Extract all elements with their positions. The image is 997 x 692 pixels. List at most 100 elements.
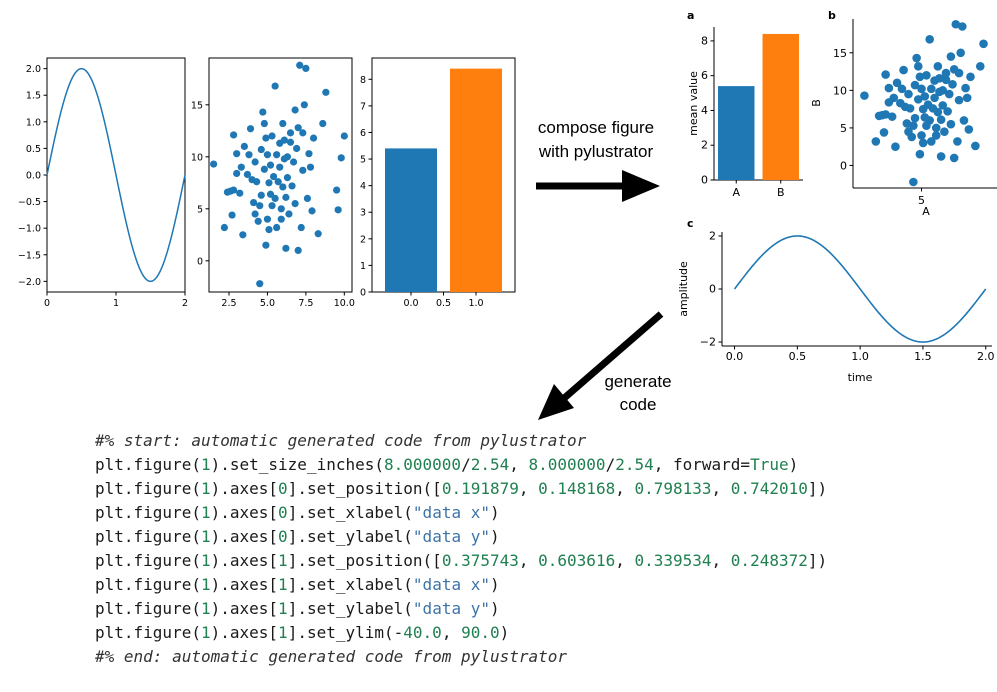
chart-left-line: −2.0 −1.5 −1.0 −0.5 0.0 0.5 1.0 1.5 2.0 0 1 2: [18, 57, 188, 309]
x-tick-label: 2: [182, 298, 188, 309]
scatter-point: [930, 93, 939, 103]
y-tick-label: −2.0: [18, 277, 41, 288]
x-tick-label: 0.5: [436, 298, 451, 309]
code-token-num: 1: [200, 599, 211, 618]
scatter-point: [909, 121, 918, 130]
code-token: ].set_position([: [287, 551, 442, 570]
scatter-point: [263, 215, 272, 223]
chart-panel-c: −2 0 2 0.0 0.5 1.0 1.5 2.0 time amplitude c: [677, 217, 994, 384]
scatter-point: [949, 153, 959, 163]
scatter-point: [979, 39, 988, 49]
scatter-point: [337, 154, 345, 162]
scatter-point: [300, 101, 308, 109]
code-token: ,: [711, 479, 731, 498]
y-axis-label: B: [810, 99, 823, 107]
code-token: plt.figure(: [95, 455, 201, 474]
y-tick-label: 7: [360, 101, 366, 112]
scatter-point: [299, 129, 307, 137]
scatter-point: [884, 83, 894, 93]
y-tick-label: 0: [709, 283, 716, 296]
code-token-num: 1: [278, 551, 288, 570]
code-token-str: "data x": [412, 575, 490, 594]
scatter-point: [933, 62, 943, 71]
scatter-point: [266, 161, 275, 169]
code-token: ).axes[: [210, 479, 279, 498]
code-token: ].set_ylim(-: [287, 623, 404, 642]
code-token: plt.figure(: [95, 623, 201, 642]
scatter-point: [915, 72, 925, 82]
code-token: ].set_xlabel(: [287, 503, 413, 522]
scatter-point: [887, 112, 897, 121]
y-tick-label: 6: [701, 69, 708, 82]
scatter-point: [303, 194, 312, 202]
y-tick-label: −1.5: [18, 250, 41, 261]
code-line: plt.figure(1).axes[1].set_ylim(-40.0, 90…: [95, 621, 827, 645]
scatter-point: [294, 124, 302, 132]
code-token-num: 2.54: [615, 455, 654, 474]
scatter-point: [277, 205, 285, 213]
code-token-num: 0.603616: [538, 551, 616, 570]
code-token: plt.figure(: [95, 479, 201, 498]
x-tick-label: A: [732, 186, 740, 199]
y-tick-label: 0.0: [26, 171, 41, 182]
scatter-point: [905, 104, 915, 113]
scatter-point: [922, 71, 931, 80]
generate-label-line2: code: [620, 395, 657, 414]
scatter-point: [249, 198, 258, 207]
y-tick-label: 2: [701, 139, 708, 152]
y-tick-label: 2: [709, 229, 716, 242]
scatter-point: [260, 165, 268, 173]
scatter-point: [956, 48, 965, 58]
scatter-point: [230, 131, 238, 139]
scatter-point: [259, 108, 267, 116]
generate-label-line1: generate: [604, 372, 671, 391]
code-token: ).axes[: [210, 527, 279, 546]
scatter-point: [256, 280, 264, 288]
code-line: plt.figure(1).set_size_inches(8.000000/2…: [95, 453, 827, 477]
scatter-point: [251, 210, 259, 218]
generate-arrow: [538, 311, 664, 420]
chart-left-bar: 0 1 2 3 4 5 6 7 8 0.0 0.5 1.0: [360, 57, 516, 309]
scatter-point: [299, 166, 307, 174]
scatter-point: [931, 131, 941, 140]
code-token-comment: #% start: automatic generated code from …: [95, 431, 587, 450]
scatter-point: [265, 179, 273, 187]
code-token: /: [605, 455, 616, 474]
scatter-point: [925, 34, 934, 44]
scatter-point: [283, 174, 292, 182]
code-token: ]): [807, 479, 828, 498]
scatter-point: [951, 19, 961, 29]
code-token-num: 1: [200, 479, 211, 498]
code-token-num: 0.742010: [730, 479, 808, 498]
scatter-point: [308, 207, 316, 215]
scatter-point: [274, 178, 282, 186]
scatter-point: [953, 137, 962, 146]
code-token-num: 0.798133: [634, 479, 712, 498]
x-tick-label: 2.0: [977, 350, 995, 363]
x-tick-label: 2.5: [221, 298, 236, 309]
scatter-point: [899, 65, 908, 75]
x-tick-label: 1.0: [851, 350, 869, 363]
scatter-point: [933, 107, 943, 117]
code-token: ).set_size_inches(: [210, 455, 384, 474]
code-token: ]): [807, 551, 828, 570]
scatter-point: [340, 132, 348, 140]
code-token: ): [788, 455, 799, 474]
y-tick-label: 0: [360, 288, 366, 299]
scatter-point: [282, 193, 290, 201]
panel-letter: b: [828, 9, 836, 22]
scatter-point: [288, 182, 296, 190]
scatter-point: [210, 160, 218, 168]
bar: [762, 33, 799, 180]
code-token: ): [499, 623, 510, 642]
code-token: plt.figure(: [95, 599, 201, 618]
code-line: plt.figure(1).axes[1].set_ylabel("data y…: [95, 597, 827, 621]
scatter-point: [909, 177, 918, 187]
scatter-point: [239, 231, 247, 239]
scatter-point: [309, 134, 318, 142]
scatter-point: [291, 200, 299, 208]
code-token-num: 1: [200, 551, 211, 570]
code-token-num: 1: [200, 623, 211, 642]
x-tick-label: 1: [113, 298, 119, 309]
